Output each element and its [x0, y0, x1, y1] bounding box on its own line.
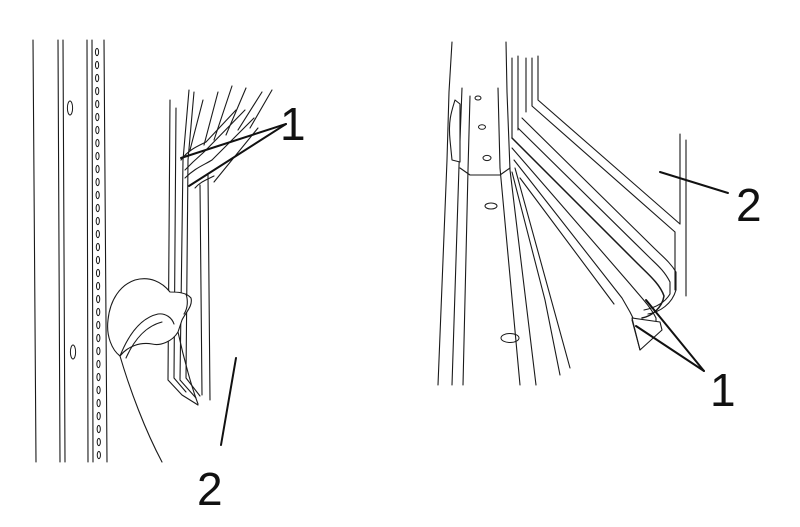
side-wall	[32, 39, 108, 463]
rail-hole	[95, 164, 100, 174]
rail-hole	[96, 294, 101, 304]
rail-hole	[96, 411, 101, 421]
leader-line	[645, 299, 705, 372]
rail-hole	[94, 47, 100, 57]
callout-1-right: 1	[635, 299, 736, 416]
callout-label: 2	[197, 463, 223, 515]
shelf-guide-rails	[167, 85, 273, 406]
rail-hole	[96, 450, 101, 460]
callout-label: 2	[736, 179, 762, 231]
rail-hole	[95, 229, 100, 239]
rail-hole	[95, 255, 101, 265]
right-figure: 2 1	[437, 41, 762, 416]
rail-hole	[95, 138, 100, 148]
rail-hole	[96, 424, 101, 434]
rail-hole	[95, 112, 100, 122]
rail-hole	[95, 177, 100, 187]
rail-hole	[95, 99, 100, 109]
rail-hole	[95, 281, 101, 291]
rail-hole	[95, 125, 100, 135]
rail-hole	[95, 268, 101, 278]
leader-line	[659, 171, 729, 194]
rail-hole	[96, 333, 101, 343]
rail-hole	[96, 398, 101, 408]
leader-line	[220, 357, 237, 446]
side-panel	[511, 55, 687, 297]
callout-2-left: 2	[197, 357, 237, 515]
left-figure: 1 2	[32, 39, 306, 515]
leader-line	[180, 123, 287, 159]
rail-hole	[96, 359, 101, 369]
rail-hole	[95, 203, 100, 213]
rail-hole	[96, 437, 101, 447]
rail-hole	[96, 320, 101, 330]
callout-2-right: 2	[659, 171, 762, 231]
callout-label: 1	[710, 364, 736, 416]
rail-hole	[95, 86, 100, 96]
callout-1-left: 1	[180, 98, 306, 187]
rail-hole	[96, 307, 101, 317]
hand-glove	[107, 278, 199, 463]
rail-hole	[95, 190, 100, 200]
rail-hole	[95, 242, 101, 252]
rail-hole	[95, 73, 100, 83]
channel-rail	[437, 41, 571, 386]
leader-line	[188, 123, 287, 187]
rail-holes	[94, 47, 101, 460]
rail-hole	[94, 60, 100, 70]
rail-hole	[96, 372, 101, 382]
shelf-guide-rails	[511, 117, 677, 351]
rail-hole	[95, 216, 100, 226]
callout-label: 1	[280, 98, 306, 150]
leader-line	[635, 325, 705, 372]
rail-hole	[95, 151, 100, 161]
rail-hole	[96, 346, 101, 356]
rail-hole	[96, 385, 101, 395]
